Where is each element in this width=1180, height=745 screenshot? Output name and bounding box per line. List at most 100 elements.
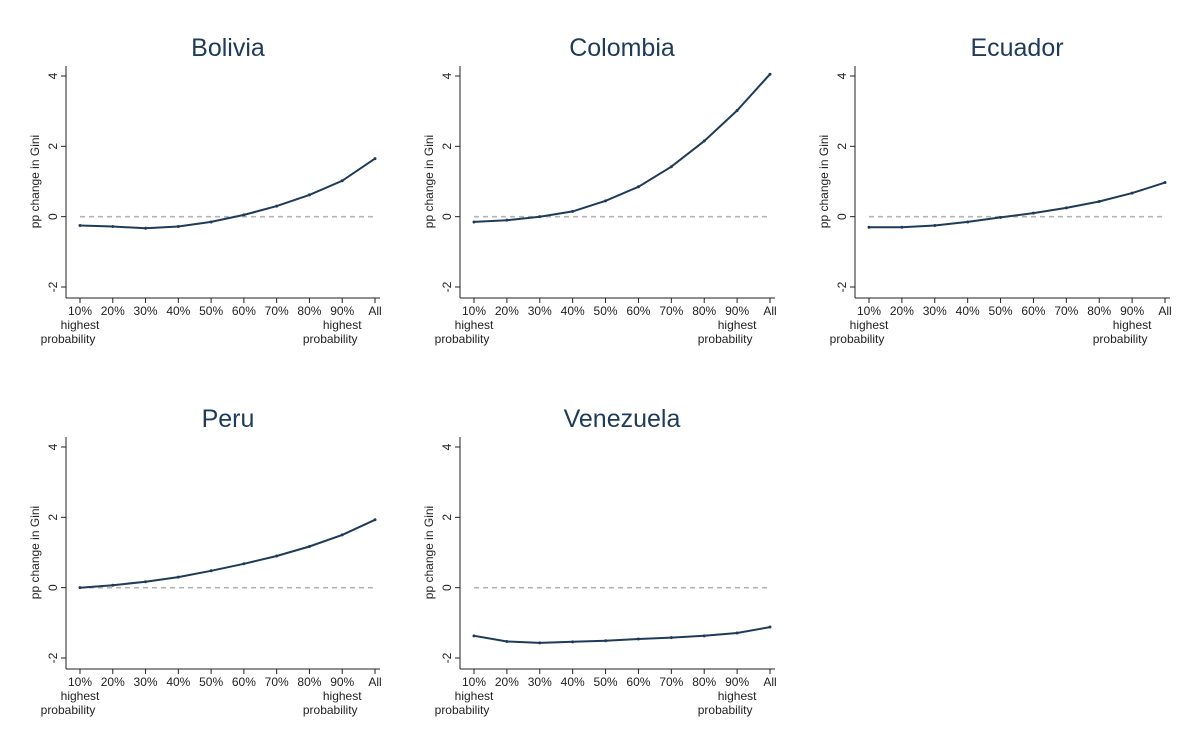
x-tick-label: 80% — [692, 675, 716, 689]
x-tick-label: 40% — [166, 304, 190, 318]
series-line — [79, 518, 376, 589]
data-point — [340, 533, 344, 537]
x-tick-label: 50% — [989, 304, 1013, 318]
x-tick-label: 50% — [199, 304, 223, 318]
x-tick-note: highest probability — [303, 689, 362, 717]
data-point — [505, 218, 509, 222]
x-tick-label: All — [1158, 304, 1171, 318]
y-axis-title: pp change in Gini — [28, 135, 42, 228]
data-point — [966, 220, 970, 224]
x-tick-note: highest probability — [698, 318, 757, 346]
data-point — [176, 575, 180, 579]
data-point — [604, 199, 608, 203]
panel-title: Colombia — [569, 34, 675, 62]
x-tick-note: highest probability — [830, 318, 889, 346]
x-tick-label: 60% — [232, 675, 256, 689]
y-tick-label: 4 — [440, 72, 454, 79]
x-tick-label: All — [763, 675, 776, 689]
y-axis-title: pp change in Gini — [422, 135, 436, 228]
data-point — [768, 72, 772, 76]
x-tick-label: 90% — [1120, 304, 1144, 318]
x-tick-label: 70% — [659, 675, 683, 689]
series-line — [869, 181, 1166, 229]
data-point — [209, 220, 213, 224]
data-point — [900, 225, 904, 229]
panel-title: Peru — [202, 405, 255, 433]
x-tick-note: highest probability — [698, 689, 757, 717]
data-point — [867, 225, 871, 229]
data-point — [373, 157, 377, 161]
data-point — [340, 179, 344, 183]
y-tick-label: -2 — [835, 281, 849, 292]
y-axis-title: pp change in Gini — [422, 506, 436, 599]
panel-venezuela: Venezuela -2 0 2 4 pp change in Gini 10% 20% 30%… — [422, 405, 777, 717]
x-tick-label: All — [763, 304, 776, 318]
x-tick-label: 30% — [134, 675, 158, 689]
y-tick-label: 0 — [835, 213, 849, 220]
data-point — [999, 215, 1003, 219]
data-point — [669, 165, 673, 169]
y-tick-label: 2 — [46, 514, 60, 521]
data-point — [571, 209, 575, 213]
y-tick-label: 4 — [835, 72, 849, 79]
data-point — [373, 518, 377, 522]
x-tick-label: 50% — [199, 675, 223, 689]
data-point — [669, 636, 673, 640]
x-tick-note: highest probability — [435, 689, 494, 717]
x-tick-label: 40% — [561, 304, 585, 318]
y-tick-label: -2 — [46, 281, 60, 292]
x-tick-label: 80% — [692, 304, 716, 318]
series-line — [473, 73, 771, 223]
series-line — [79, 157, 376, 230]
x-tick-label: 70% — [1054, 304, 1078, 318]
y-axis-title: pp change in Gini — [817, 135, 831, 228]
x-tick-label: 60% — [232, 304, 256, 318]
data-point — [111, 583, 115, 587]
x-tick-label: 40% — [561, 675, 585, 689]
data-point — [242, 562, 246, 566]
panel-title: Ecuador — [970, 34, 1063, 62]
x-tick-label: All — [368, 675, 381, 689]
x-tick-label: 10% — [68, 304, 92, 318]
data-point — [571, 640, 575, 644]
y-tick-label: 2 — [46, 143, 60, 150]
data-point — [702, 139, 706, 143]
x-tick-label: 90% — [330, 675, 354, 689]
y-tick-label: 2 — [440, 514, 454, 521]
x-tick-label: 20% — [495, 675, 519, 689]
x-tick-note: highest probability — [41, 689, 100, 717]
x-tick-note: highest probability — [1093, 318, 1152, 346]
y-tick-label: 0 — [46, 584, 60, 591]
data-point — [505, 639, 509, 643]
x-tick-label: 20% — [101, 304, 125, 318]
data-point — [111, 225, 115, 229]
data-point — [144, 580, 148, 584]
panel-ecuador: Ecuador -2 0 2 4 pp change in Gini 10% 20% 30% 40… — [817, 34, 1172, 346]
x-tick-label: 20% — [101, 675, 125, 689]
series-line — [473, 626, 771, 644]
x-tick-label: 80% — [297, 304, 321, 318]
x-tick-label: 40% — [956, 304, 980, 318]
panel-title: Venezuela — [564, 405, 681, 433]
x-tick-label: 60% — [626, 675, 650, 689]
data-point — [209, 569, 213, 573]
y-tick-label: 0 — [46, 213, 60, 220]
data-point — [275, 204, 279, 208]
x-tick-label: 10% — [462, 304, 486, 318]
data-point — [1031, 211, 1035, 215]
x-tick-label: 40% — [166, 675, 190, 689]
data-point — [307, 545, 311, 549]
x-tick-label: 90% — [725, 675, 749, 689]
data-point — [636, 637, 640, 641]
x-tick-label: 80% — [297, 675, 321, 689]
x-tick-label: 80% — [1087, 304, 1111, 318]
data-point — [472, 220, 476, 224]
x-tick-label: 50% — [594, 304, 618, 318]
data-point — [275, 554, 279, 558]
data-point — [538, 215, 542, 219]
x-tick-note: highest probability — [41, 318, 100, 346]
data-point — [1130, 191, 1134, 195]
data-point — [735, 108, 739, 112]
data-point — [307, 193, 311, 197]
